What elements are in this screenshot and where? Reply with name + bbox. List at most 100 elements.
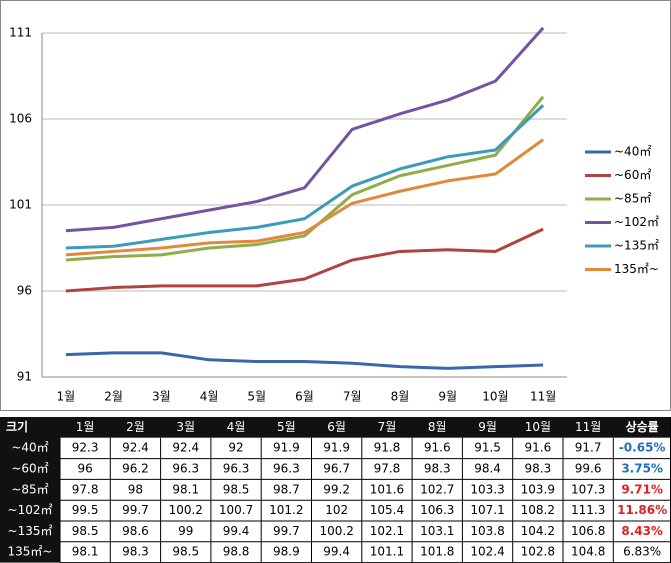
table-cell: 98.6 [122,524,149,538]
table-cell: 102.8 [521,545,555,559]
table-cell: 106.8 [571,524,605,538]
table-header: 상승률 [626,419,659,434]
series-line [65,227,544,293]
table-cell: 99.2 [323,482,350,496]
table-rate: -0.65% [619,441,666,455]
table-cell: 91.9 [323,441,350,455]
table-cell: 101.6 [370,482,404,496]
table-header: 9월 [478,420,497,434]
table-cell: 97.8 [374,462,401,476]
table-row-label: ~60㎡ [11,462,48,476]
table-rate: 3.75% [621,462,663,476]
x-tick-label: 1월 [57,390,76,404]
table-cell: 103.1 [420,524,454,538]
y-tick-label: 101 [9,198,32,212]
table-cell: 103.3 [470,482,504,496]
table-header: 10월 [525,420,551,434]
table-cell: 100.2 [319,524,353,538]
table-cell: 96 [78,462,93,476]
table-cell: 91.9 [273,441,300,455]
x-tick-label: 9월 [438,390,457,404]
table-header: 8월 [428,420,447,434]
table-header: 3월 [176,420,195,434]
table-header: 2월 [126,420,145,434]
series-line [65,351,544,370]
x-tick-label: 11월 [530,390,556,404]
table-cell: 102.4 [470,545,504,559]
table-cell: 103.8 [470,524,504,538]
x-tick-label: 3월 [152,390,171,404]
table-rate: 8.43% [621,524,663,538]
table-cell: 100.7 [219,503,253,517]
table-row-label: ~40㎡ [11,441,48,455]
table-row-label: ~102㎡ [8,503,53,517]
table-header: 4월 [227,420,246,434]
series-line [65,95,545,262]
table-cell: 107.3 [571,482,605,496]
series-line [65,138,545,257]
table-cell: 96.2 [122,462,149,476]
table-cell: 102 [325,503,348,517]
x-tick-label: 2월 [104,390,123,404]
table-header: 5월 [277,420,296,434]
table-cell: 96.7 [323,462,350,476]
table-cell: 98.8 [223,545,250,559]
table-cell: 98 [128,482,143,496]
table-cell: 104.8 [571,545,605,559]
x-tick-label: 8월 [391,390,410,404]
table-cell: 98.5 [223,482,250,496]
series-line [65,104,545,250]
table-cell: 91.6 [424,441,451,455]
legend-label: 135㎡~ [614,262,659,276]
table-cell: 98.5 [172,545,199,559]
table-cell: 91.6 [524,441,551,455]
table-cell: 102.1 [370,524,404,538]
table-cell: 103.9 [521,482,555,496]
table-cell: 98.3 [424,462,451,476]
table-cell: 91.5 [474,441,501,455]
legend-label: ~85㎡ [614,192,651,206]
y-tick-label: 91 [17,370,32,384]
table-cell: 101.2 [269,503,303,517]
table-cell: 98.3 [122,545,149,559]
table-cell: 96.3 [172,462,199,476]
table-cell: 98.7 [273,482,300,496]
table-cell: 92 [228,441,243,455]
table-cell: 100.2 [169,503,203,517]
table-cell: 97.8 [72,482,99,496]
legend-label: ~60㎡ [614,168,651,182]
table-cell: 91.8 [374,441,401,455]
table-header: 크기 [6,419,28,434]
table-header: 1월 [76,420,95,434]
y-tick-label: 111 [9,26,32,40]
table-cell: 107.1 [470,503,504,517]
x-tick-label: 7월 [343,390,362,404]
table-cell: 92.4 [122,441,149,455]
y-tick-label: 96 [17,284,32,298]
table-cell: 98.9 [273,545,300,559]
table-cell: 92.3 [72,441,99,455]
table-cell: 104.2 [521,524,555,538]
table-header: 6월 [327,420,346,434]
table-header-bg [0,417,671,438]
table-cell: 99 [178,524,193,538]
table-cell: 98.3 [524,462,551,476]
table-cell: 106.3 [420,503,454,517]
legend-label: ~102㎡ [614,215,659,229]
table-cell: 96.3 [223,462,250,476]
table-cell: 98.1 [172,482,199,496]
x-tick-label: 4월 [200,390,219,404]
table-label-col-bg [0,417,60,563]
table-cell: 99.7 [122,503,149,517]
table-header: 11월 [575,420,601,434]
table-rate: 9.71% [621,482,663,496]
table-cell: 98.5 [72,524,99,538]
table-cell: 99.4 [223,524,250,538]
table-rate: 11.86% [617,503,667,517]
table-cell: 111.3 [571,503,605,517]
legend-label: ~135㎡ [614,239,659,253]
table-row-label: ~135㎡ [8,524,53,538]
table-cell: 105.4 [370,503,404,517]
table-cell: 101.8 [420,545,454,559]
table-rate: 6.83% [623,545,661,559]
